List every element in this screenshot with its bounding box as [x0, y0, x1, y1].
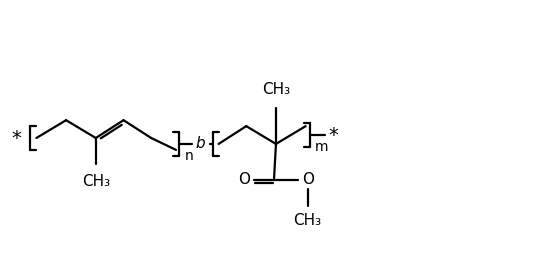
Text: O: O — [301, 172, 313, 187]
Text: CH₃: CH₃ — [294, 213, 322, 228]
Text: *: * — [11, 128, 21, 148]
Text: CH₃: CH₃ — [82, 174, 110, 189]
Text: m: m — [314, 140, 328, 154]
Text: CH₃: CH₃ — [262, 82, 290, 97]
Text: b: b — [196, 136, 205, 152]
Text: O: O — [238, 172, 250, 187]
Text: n: n — [185, 149, 193, 163]
Text: *: * — [329, 126, 339, 145]
